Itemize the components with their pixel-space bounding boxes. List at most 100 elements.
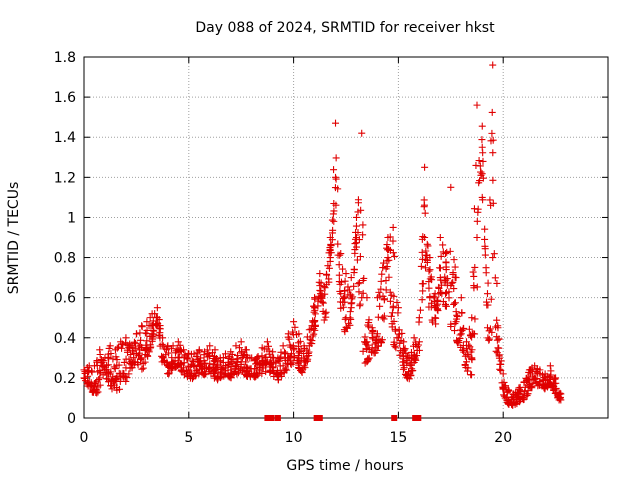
- data-point: [184, 349, 192, 357]
- data-point: [422, 247, 430, 255]
- data-point: [335, 261, 343, 269]
- data-point: [357, 206, 365, 214]
- data-point: [135, 351, 143, 359]
- data-point: [342, 270, 350, 278]
- data-point: [481, 251, 489, 259]
- data-point: [235, 344, 243, 352]
- data-point: [176, 361, 184, 369]
- x-tick-label: 5: [184, 430, 193, 446]
- data-point: [386, 297, 394, 305]
- data-point: [390, 292, 398, 300]
- data-point: [448, 279, 456, 287]
- data-point: [450, 256, 458, 264]
- data-point: [421, 209, 429, 217]
- data-point: [421, 163, 429, 171]
- y-tick-label: 1: [67, 210, 76, 226]
- data-point: [500, 391, 508, 399]
- data-point: [347, 315, 355, 323]
- data-point: [436, 234, 444, 241]
- data-point: [354, 280, 362, 288]
- plot-frame: [83, 56, 609, 419]
- y-tick-label: 0.2: [54, 371, 76, 387]
- data-point: [406, 362, 414, 370]
- data-point: [203, 346, 211, 354]
- data-point: [346, 314, 354, 322]
- data-point: [263, 338, 271, 346]
- data-point: [382, 286, 390, 294]
- gap-marker: [415, 415, 422, 421]
- data-point: [389, 249, 397, 257]
- data-point: [258, 360, 266, 368]
- data-point: [417, 262, 425, 270]
- data-point: [445, 294, 453, 302]
- data-point: [474, 205, 482, 213]
- data-point: [469, 268, 477, 276]
- data-point: [496, 365, 504, 373]
- data-point: [165, 370, 173, 378]
- data-series-srmtid: [80, 61, 565, 409]
- data-point: [167, 364, 175, 372]
- gap-marker: [412, 415, 419, 421]
- data-point: [489, 199, 497, 207]
- y-tick-label: 0: [67, 411, 76, 427]
- data-point: [118, 340, 126, 348]
- data-point: [396, 351, 404, 359]
- data-point: [493, 316, 501, 324]
- data-point: [487, 295, 495, 303]
- data-point: [425, 284, 433, 292]
- data-point: [549, 384, 557, 392]
- data-point: [443, 248, 451, 256]
- data-point: [103, 361, 111, 369]
- data-point: [168, 366, 176, 374]
- data-point: [345, 286, 353, 294]
- data-point: [405, 375, 413, 383]
- data-point: [468, 314, 476, 322]
- data-point: [110, 379, 118, 387]
- data-point: [111, 365, 119, 373]
- data-point: [350, 282, 358, 290]
- data-point: [442, 276, 450, 284]
- data-point: [311, 322, 319, 330]
- data-point: [473, 283, 481, 291]
- data-point: [392, 344, 400, 352]
- data-point: [423, 252, 431, 260]
- gap-marker: [391, 415, 398, 421]
- data-point: [493, 336, 501, 344]
- data-point: [473, 217, 481, 225]
- data-point: [286, 352, 294, 360]
- data-point: [488, 129, 496, 137]
- data-point: [376, 302, 384, 310]
- data-point: [437, 252, 445, 260]
- data-point: [385, 273, 393, 281]
- data-point: [527, 366, 535, 374]
- data-point: [451, 299, 459, 307]
- data-point: [484, 301, 492, 309]
- data-point: [490, 250, 498, 258]
- data-point: [217, 363, 225, 371]
- data-point: [264, 342, 272, 350]
- data-point: [344, 283, 352, 291]
- data-point: [258, 369, 266, 377]
- x-tick-label: 10: [285, 430, 303, 446]
- data-point: [179, 368, 187, 376]
- data-point: [149, 317, 157, 325]
- data-point: [328, 229, 336, 237]
- data-point: [293, 331, 301, 339]
- data-point: [330, 217, 338, 225]
- data-point: [516, 398, 524, 406]
- data-point: [387, 312, 395, 320]
- data-point: [151, 310, 159, 318]
- data-point: [359, 231, 367, 239]
- data-point: [365, 323, 373, 331]
- data-point: [160, 357, 168, 365]
- data-point: [382, 277, 390, 285]
- data-point: [132, 339, 140, 347]
- data-point: [319, 307, 327, 315]
- data-point: [493, 279, 501, 287]
- data-point: [107, 350, 115, 358]
- data-point: [201, 370, 209, 378]
- data-point: [345, 319, 353, 327]
- data-point: [287, 360, 295, 368]
- data-point: [478, 136, 486, 144]
- data-point: [212, 355, 220, 363]
